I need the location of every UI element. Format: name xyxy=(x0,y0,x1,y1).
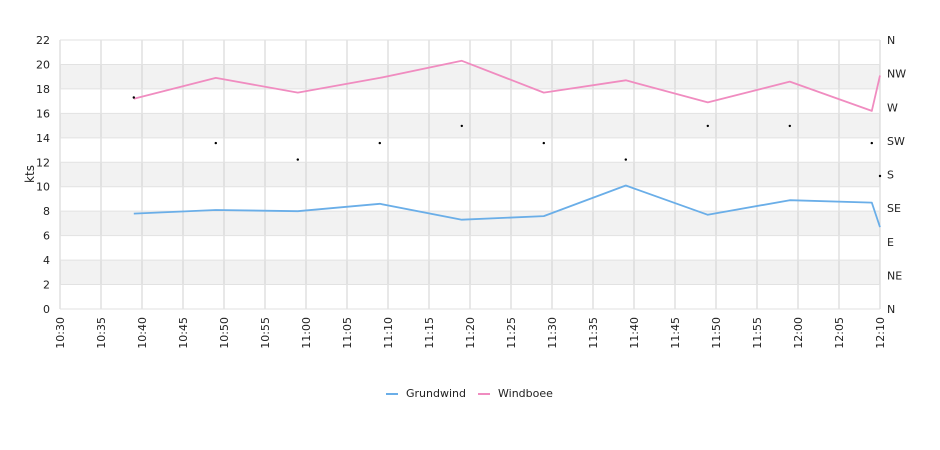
y-tick-label: 10 xyxy=(36,181,50,194)
direction-point xyxy=(296,158,299,161)
x-tick-label: 10:45 xyxy=(177,317,190,349)
y-tick-label: 22 xyxy=(36,34,50,47)
y-tick-label: 20 xyxy=(36,58,50,71)
x-tick-label: 12:00 xyxy=(792,317,805,349)
x-tick-label: 10:35 xyxy=(95,317,108,349)
y-tick-label: 14 xyxy=(36,132,50,145)
x-tick-label: 11:25 xyxy=(505,317,518,349)
direction-point xyxy=(460,124,463,128)
y-axis-label: kts xyxy=(23,165,37,183)
x-tick-label: 11:35 xyxy=(587,317,600,349)
horizontal-gridlines xyxy=(60,39,880,310)
direction-tick-label: SE xyxy=(887,202,901,215)
legend-item[interactable]: Windboee xyxy=(478,387,553,400)
direction-tick-label: N xyxy=(887,303,895,316)
x-tick-label: 10:55 xyxy=(259,317,272,349)
x-tick-label: 11:05 xyxy=(341,317,354,349)
y-tick-labels: 0 2 4 6 8 10 12 14 16 18 20 22 xyxy=(36,34,50,316)
series-line-windboee xyxy=(133,59,881,112)
x-tick-label: 11:20 xyxy=(464,317,477,349)
series-line-grundwind xyxy=(133,184,881,228)
direction-point xyxy=(878,174,882,178)
direction-point xyxy=(870,141,873,145)
x-tick-label: 11:00 xyxy=(300,317,313,349)
direction-tick-label: NW xyxy=(887,68,906,81)
x-tick-label: 11:40 xyxy=(628,317,641,349)
legend-item[interactable]: Grundwind xyxy=(386,387,466,400)
y-tick-label: 18 xyxy=(36,83,50,96)
vertical-gridlines xyxy=(59,40,881,309)
direction-point xyxy=(132,96,135,99)
direction-tick-label: SW xyxy=(887,135,905,148)
x-tick-label: 11:30 xyxy=(546,317,559,349)
direction-tick-label: E xyxy=(887,236,894,249)
x-tick-label: 10:40 xyxy=(136,317,149,349)
direction-tick-labels: N NE E SE S SW W NW N xyxy=(887,34,906,316)
legend-label: Windboee xyxy=(498,387,553,400)
direction-point xyxy=(624,158,627,161)
x-tick-label: 11:45 xyxy=(669,317,682,349)
x-tick-label: 10:30 xyxy=(54,317,67,349)
x-tick-label: 12:10 xyxy=(874,317,887,349)
legend-label: Grundwind xyxy=(406,387,466,400)
direction-point xyxy=(706,124,709,128)
x-tick-label: 11:10 xyxy=(382,317,395,349)
direction-points xyxy=(132,96,882,178)
direction-tick-label: NE xyxy=(887,269,902,282)
direction-point xyxy=(542,141,545,145)
x-tick-label: 11:50 xyxy=(710,317,723,349)
x-tick-label: 12:05 xyxy=(833,317,846,349)
y-tick-label: 4 xyxy=(43,254,50,267)
x-tick-label: 11:15 xyxy=(423,317,436,349)
direction-point xyxy=(788,124,791,128)
series-lines xyxy=(133,59,881,228)
y-tick-label: 16 xyxy=(36,107,50,120)
y-tick-label: 6 xyxy=(43,230,50,243)
direction-point xyxy=(214,141,217,145)
x-tick-label: 10:50 xyxy=(218,317,231,349)
x-tick-labels: 10:30 10:35 10:40 10:45 10:50 10:55 11:00 11:05… xyxy=(54,317,887,349)
x-tick-label: 11:55 xyxy=(751,317,764,349)
direction-point xyxy=(378,141,381,145)
y-tick-label: 8 xyxy=(43,205,50,218)
y-tick-label: 2 xyxy=(43,279,50,292)
y-tick-label: 12 xyxy=(36,156,50,169)
legend: Grundwind Windboee xyxy=(386,387,553,400)
direction-tick-label: S xyxy=(887,169,894,182)
y-tick-label: 0 xyxy=(43,303,50,316)
direction-tick-label: W xyxy=(887,101,898,114)
direction-tick-label: N xyxy=(887,34,895,47)
